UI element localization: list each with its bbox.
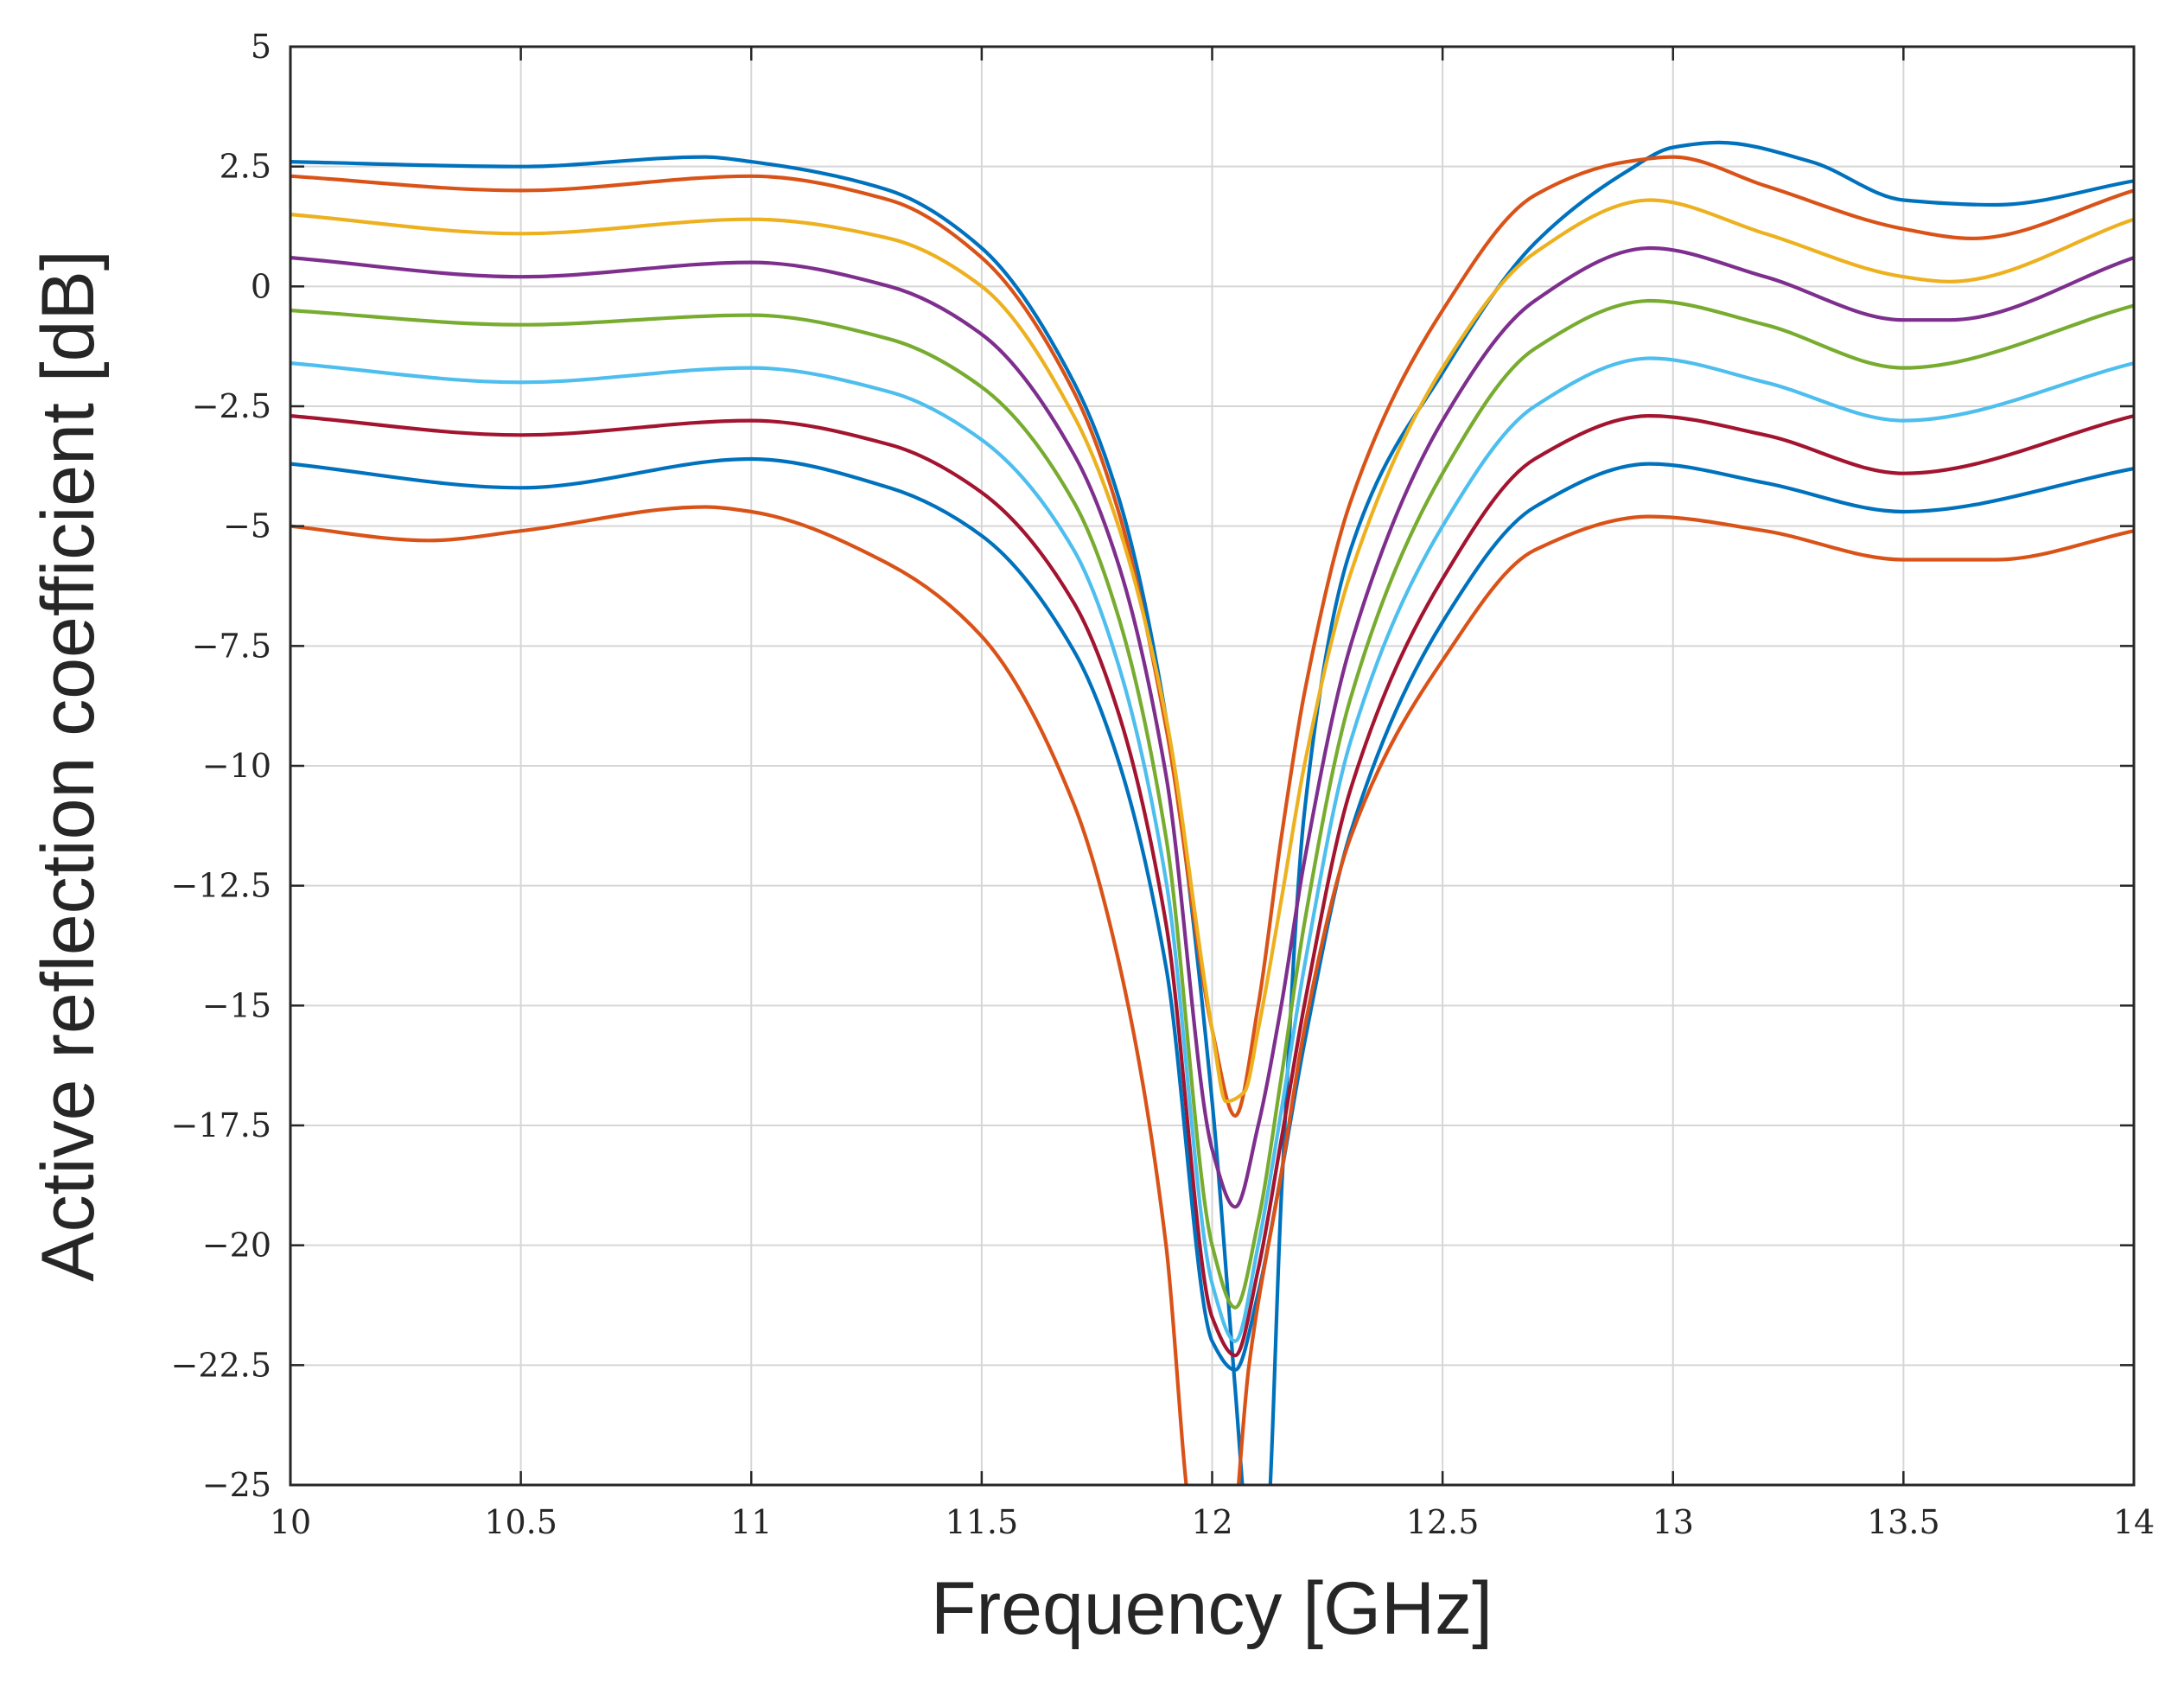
y-tick-label: −22.5 — [171, 1346, 271, 1384]
y-tick-label: 2.5 — [220, 148, 271, 186]
y-tick-label: 5 — [251, 28, 271, 66]
series-line-7 — [290, 414, 2134, 1358]
x-tick-label: 10.5 — [484, 1503, 557, 1541]
x-tick-labels: 10 10.5 11 11.5 12 12.5 13 13.5 14 — [270, 1503, 2155, 1541]
series-line-9 — [290, 505, 2134, 1485]
series-line-3 — [290, 198, 2134, 1104]
x-tick-label: 12.5 — [1406, 1503, 1480, 1541]
y-tick-label: −15 — [202, 986, 271, 1024]
x-tick-label: 10 — [270, 1503, 311, 1541]
series-line-8 — [290, 456, 2134, 1372]
y-tick-label: −12.5 — [171, 867, 271, 905]
series-line-1 — [290, 140, 2134, 1485]
series-line-5 — [290, 298, 2134, 1310]
y-tick-label: −5 — [223, 507, 271, 545]
series-line-4 — [290, 245, 2134, 1209]
x-axis-label: Frequency [GHz] — [931, 1567, 1493, 1650]
y-tick-labels: 5 2.5 0 −2.5 −5 −7.5 −10 −12.5 −15 −17.5 −20 −22.5 −… — [171, 28, 271, 1504]
series-line-6 — [290, 356, 2134, 1343]
y-tick-label: −20 — [202, 1227, 271, 1265]
y-tick-label: 0 — [251, 267, 271, 305]
series-line-2 — [290, 155, 2134, 1118]
x-tick-label: 11.5 — [946, 1503, 1019, 1541]
y-tick-label: −7.5 — [192, 627, 271, 665]
y-tick-label: −17.5 — [171, 1106, 271, 1144]
y-tick-label: −10 — [202, 747, 271, 785]
x-tick-label: 13.5 — [1867, 1503, 1940, 1541]
tick-marks — [289, 45, 2136, 1487]
x-tick-label: 13 — [1652, 1503, 1694, 1541]
series-group — [290, 140, 2134, 1485]
y-tick-label: −25 — [202, 1466, 271, 1504]
x-tick-label: 14 — [2113, 1503, 2155, 1541]
x-tick-label: 12 — [1191, 1503, 1232, 1541]
y-axis-label: Active reflection coefficient [dB] — [27, 250, 110, 1281]
x-tick-label: 11 — [730, 1503, 772, 1541]
y-tick-label: −2.5 — [192, 387, 271, 425]
